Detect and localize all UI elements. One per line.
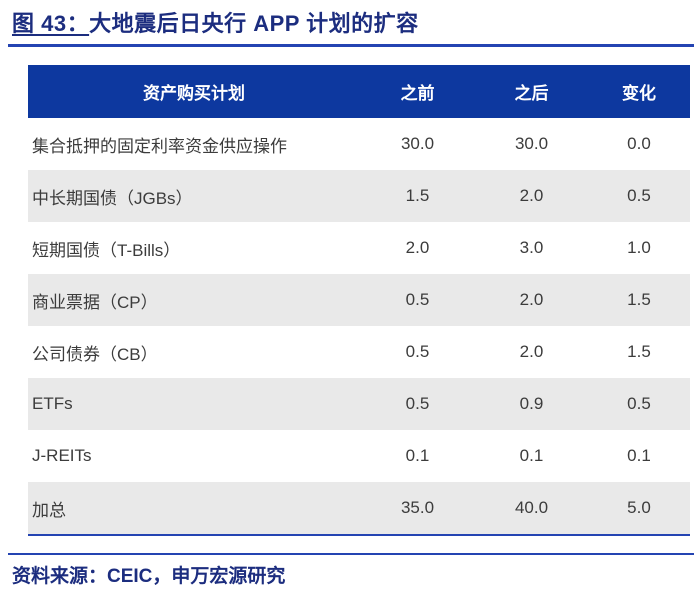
row-label: 商业票据（CP）: [32, 292, 158, 312]
value-after: 0.1: [519, 446, 544, 465]
value-change: 0.0: [627, 134, 651, 153]
value-after: 2.0: [519, 342, 544, 361]
value-after: 2.0: [519, 186, 544, 205]
footer-divider: [8, 553, 694, 555]
col-header-plan: 资产购买计划: [143, 84, 245, 103]
table-header-row: 资产购买计划 之前 之后 变化: [28, 65, 690, 118]
table-row: ETFs 0.5 0.9 0.5: [28, 378, 690, 430]
table-row: 中长期国债（JGBs） 1.5 2.0 0.5: [28, 170, 690, 222]
row-label: 公司债券（CB）: [32, 344, 158, 364]
row-label: J-REITs: [32, 446, 92, 465]
figure-title: 大地震后日央行 APP 计划的扩容: [89, 11, 419, 36]
value-after: 2.0: [519, 290, 544, 309]
value-before: 1.5: [405, 186, 430, 205]
data-source: 资料来源：CEIC，申万宏源研究: [12, 566, 286, 587]
table-row: 集合抵押的固定利率资金供应操作 30.0 30.0 0.0: [28, 118, 690, 170]
value-change: 1.5: [627, 342, 651, 361]
value-after: 0.9: [519, 394, 544, 413]
value-change: 0.5: [627, 186, 651, 205]
col-header-after: 之后: [514, 84, 549, 103]
value-before: 0.5: [405, 342, 430, 361]
table-body: 集合抵押的固定利率资金供应操作 30.0 30.0 0.0 中长期国债（JGBs） 1.5…: [28, 118, 690, 534]
value-before: 2.0: [405, 238, 430, 257]
row-label: 短期国债（T-Bills）: [32, 240, 181, 260]
table-row: J-REITs 0.1 0.1 0.1: [28, 430, 690, 482]
figure-caption: 图 43：大地震后日央行 APP 计划的扩容: [12, 6, 419, 38]
table-row: 商业票据（CP） 0.5 2.0 1.5: [28, 274, 690, 326]
app-expansion-table: 资产购买计划 之前 之后 变化 集合抵押的固定利率资金供应操作 30.0 30.0 0…: [28, 65, 690, 536]
value-change: 5.0: [627, 498, 651, 517]
value-before: 35.0: [400, 498, 435, 517]
value-before: 0.1: [405, 446, 430, 465]
col-header-before: 之前: [400, 84, 435, 103]
row-label: 加总: [32, 500, 66, 520]
row-label: 集合抵押的固定利率资金供应操作: [32, 136, 287, 156]
value-change: 0.5: [627, 394, 651, 413]
value-after: 40.0: [514, 498, 549, 517]
value-after: 3.0: [519, 238, 544, 257]
value-before: 0.5: [405, 394, 430, 413]
value-before: 0.5: [405, 290, 430, 309]
table-bottom-border: [28, 534, 690, 536]
value-before: 30.0: [400, 134, 435, 153]
table-row: 公司债券（CB） 0.5 2.0 1.5: [28, 326, 690, 378]
col-header-change: 变化: [622, 84, 656, 103]
table-row: 短期国债（T-Bills） 2.0 3.0 1.0: [28, 222, 690, 274]
value-change: 1.0: [627, 238, 651, 257]
value-change: 0.1: [627, 446, 651, 465]
row-label: 中长期国债（JGBs）: [32, 188, 193, 208]
figure-number: 图 43：: [12, 11, 90, 36]
value-after: 30.0: [514, 134, 549, 153]
row-label: ETFs: [32, 394, 73, 413]
table-row: 加总 35.0 40.0 5.0: [28, 482, 690, 534]
value-change: 1.5: [627, 290, 651, 309]
caption-divider: [8, 44, 694, 47]
